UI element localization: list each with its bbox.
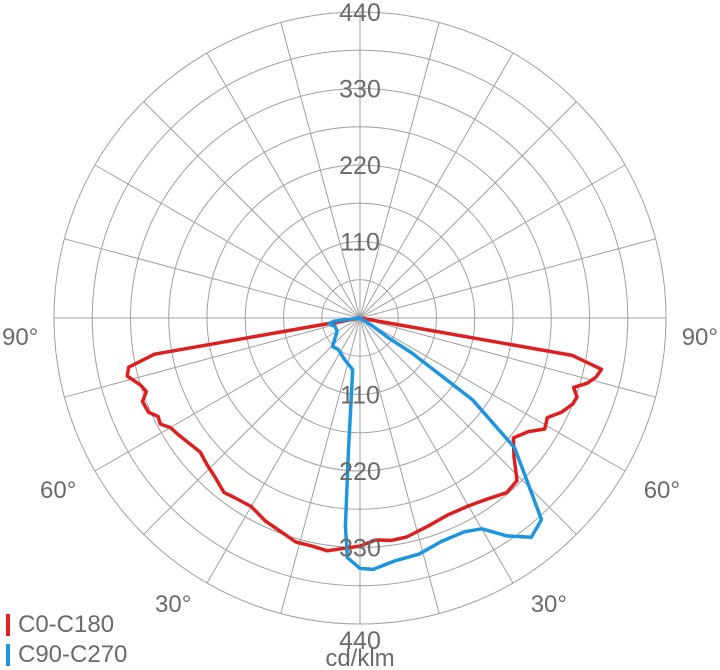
grid-spoke [359,101,577,319]
grid-spoke [280,22,361,319]
radial-tick-label: 330 [339,535,381,563]
radial-tick-label: 440 [339,627,381,655]
angle-label: 30° [531,591,567,618]
polar-grid [53,11,667,625]
legend: C0-C180 C90-C270 [6,610,127,670]
grid-spoke [359,317,440,614]
legend-label: C0-C180 [18,611,115,638]
series-line-c0-c180 [125,316,604,553]
grid-spoke [359,164,626,319]
series-line-c90-c270 [327,316,544,572]
grid-spoke [359,238,656,319]
grid-spoke [359,52,514,319]
grid-spoke [206,317,361,584]
angle-label: 30° [155,591,191,618]
radial-tick-label: 110 [340,229,380,257]
angle-label: 90° [682,324,718,351]
radial-tick-label: 440 [339,0,381,27]
legend-swatch-blue [6,644,10,666]
grid-spoke [143,317,361,535]
radial-tick-label: 110 [340,382,380,410]
angle-label: 60° [644,477,680,504]
radial-tick-label: 330 [339,76,381,104]
legend-label: C90-C270 [18,641,128,668]
legend-item-c0-c180: C0-C180 [6,610,127,640]
radial-tick-label: 220 [339,152,381,180]
grid-spoke [280,317,361,614]
radial-tick-label: 220 [339,458,381,486]
grid-spoke [206,52,361,319]
grid-spoke [143,101,361,319]
grid-spoke [64,238,361,319]
intensity-curves [125,316,604,572]
grid-spoke [94,164,361,319]
grid-spoke [64,317,361,398]
angle-label: 90° [2,324,38,351]
legend-swatch-red [6,614,10,636]
grid-spoke [359,317,656,398]
angle-label: 60° [40,477,76,504]
grid-spoke [359,317,626,472]
legend-item-c90-c270: C90-C270 [6,640,127,670]
unit-label: cd/klm [325,645,394,670]
grid-spoke [359,22,440,319]
grid-spoke [359,317,514,584]
grid-spoke [359,317,577,535]
grid-spoke [94,317,361,472]
